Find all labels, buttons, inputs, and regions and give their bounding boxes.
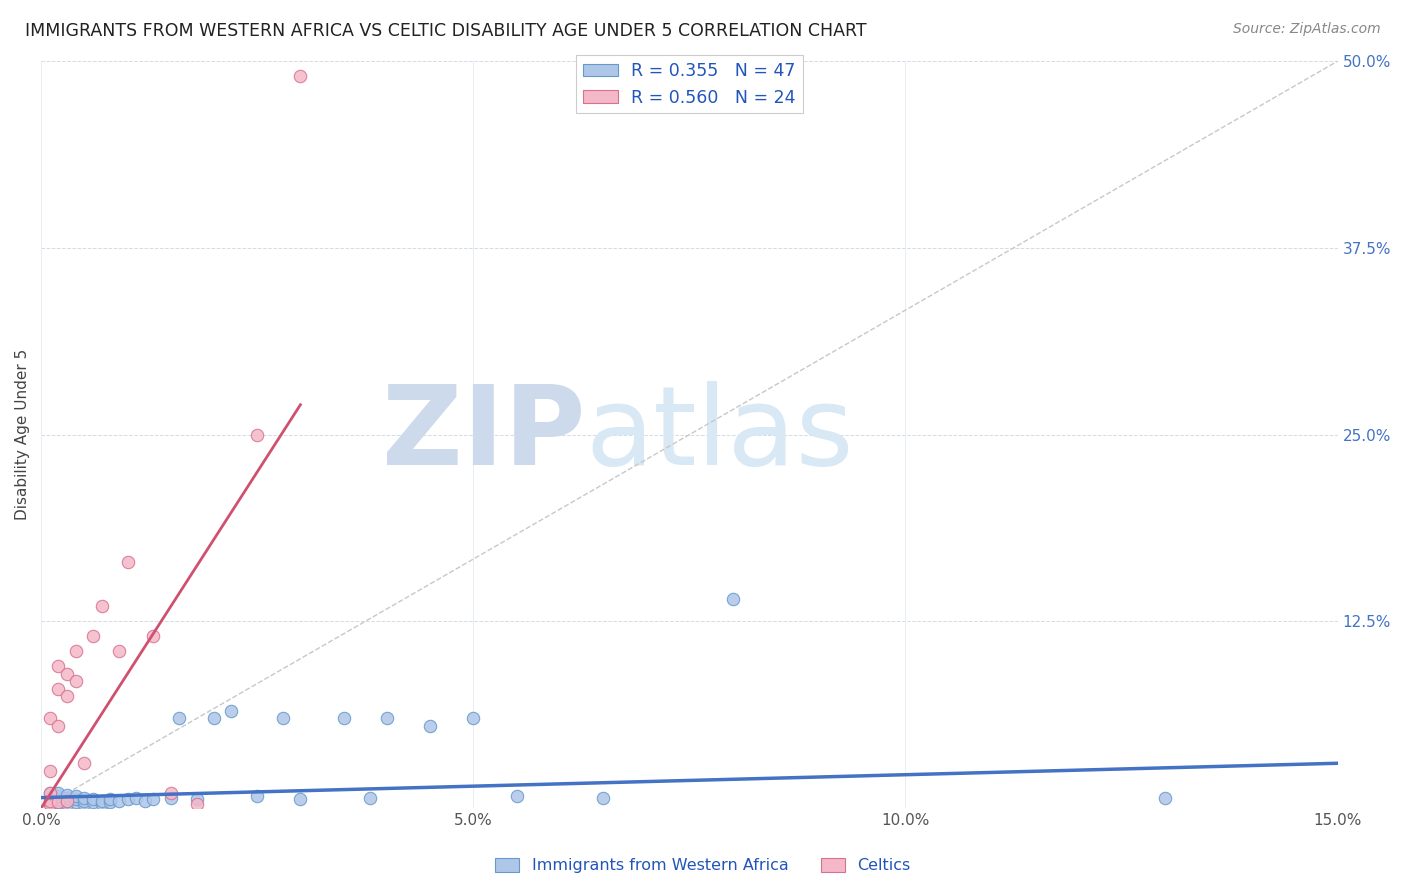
Point — [82, 795, 104, 809]
Point — [48, 789, 70, 804]
Point — [38, 786, 60, 800]
Point — [48, 719, 70, 733]
Point — [38, 711, 60, 725]
Point — [108, 794, 131, 808]
Point — [246, 789, 269, 804]
Point — [82, 792, 104, 806]
Point — [56, 788, 79, 802]
Point — [142, 629, 165, 643]
Point — [48, 786, 70, 800]
Point — [73, 794, 96, 808]
Point — [38, 797, 60, 811]
Point — [290, 792, 312, 806]
Point — [65, 792, 87, 806]
Point — [48, 795, 70, 809]
Point — [38, 797, 60, 811]
Point — [419, 719, 441, 733]
Point — [56, 790, 79, 805]
Point — [38, 794, 60, 808]
Point — [82, 629, 104, 643]
Point — [90, 599, 112, 614]
Point — [332, 711, 354, 725]
Point — [90, 794, 112, 808]
Point — [38, 794, 60, 808]
Point — [56, 666, 79, 681]
Point — [169, 711, 191, 725]
Point — [98, 795, 121, 809]
Point — [73, 797, 96, 811]
Point — [202, 711, 225, 725]
Text: IMMIGRANTS FROM WESTERN AFRICA VS CELTIC DISABILITY AGE UNDER 5 CORRELATION CHAR: IMMIGRANTS FROM WESTERN AFRICA VS CELTIC… — [25, 22, 868, 40]
Point — [142, 792, 165, 806]
Point — [56, 794, 79, 808]
Point — [38, 764, 60, 778]
Point — [125, 790, 148, 805]
Text: ZIP: ZIP — [382, 381, 586, 488]
Point — [159, 790, 181, 805]
Point — [65, 789, 87, 804]
Y-axis label: Disability Age Under 5: Disability Age Under 5 — [15, 349, 30, 520]
Point — [48, 798, 70, 813]
Point — [186, 797, 208, 811]
Legend: R = 0.355   N = 47, R = 0.560   N = 24: R = 0.355 N = 47, R = 0.560 N = 24 — [576, 55, 803, 113]
Point — [65, 644, 87, 658]
Text: atlas: atlas — [586, 381, 855, 488]
Point — [290, 69, 312, 83]
Point — [65, 795, 87, 809]
Point — [48, 792, 70, 806]
Point — [48, 681, 70, 696]
Point — [98, 792, 121, 806]
Point — [48, 659, 70, 673]
Point — [117, 555, 139, 569]
Text: Source: ZipAtlas.com: Source: ZipAtlas.com — [1233, 22, 1381, 37]
Point — [592, 790, 614, 805]
Point — [359, 790, 381, 805]
Point — [56, 794, 79, 808]
Point — [90, 797, 112, 811]
Point — [246, 427, 269, 442]
Point — [271, 711, 294, 725]
Point — [56, 689, 79, 703]
Point — [56, 797, 79, 811]
Legend: Immigrants from Western Africa, Celtics: Immigrants from Western Africa, Celtics — [489, 851, 917, 880]
Point — [134, 794, 156, 808]
Point — [721, 591, 744, 606]
Point — [219, 704, 242, 718]
Point — [38, 786, 60, 800]
Point — [73, 790, 96, 805]
Point — [186, 792, 208, 806]
Point — [38, 790, 60, 805]
Point — [375, 711, 398, 725]
Point — [463, 711, 485, 725]
Point — [505, 789, 527, 804]
Point — [117, 792, 139, 806]
Point — [159, 786, 181, 800]
Point — [108, 644, 131, 658]
Point — [48, 795, 70, 809]
Point — [73, 756, 96, 771]
Point — [1153, 790, 1175, 805]
Point — [65, 674, 87, 689]
